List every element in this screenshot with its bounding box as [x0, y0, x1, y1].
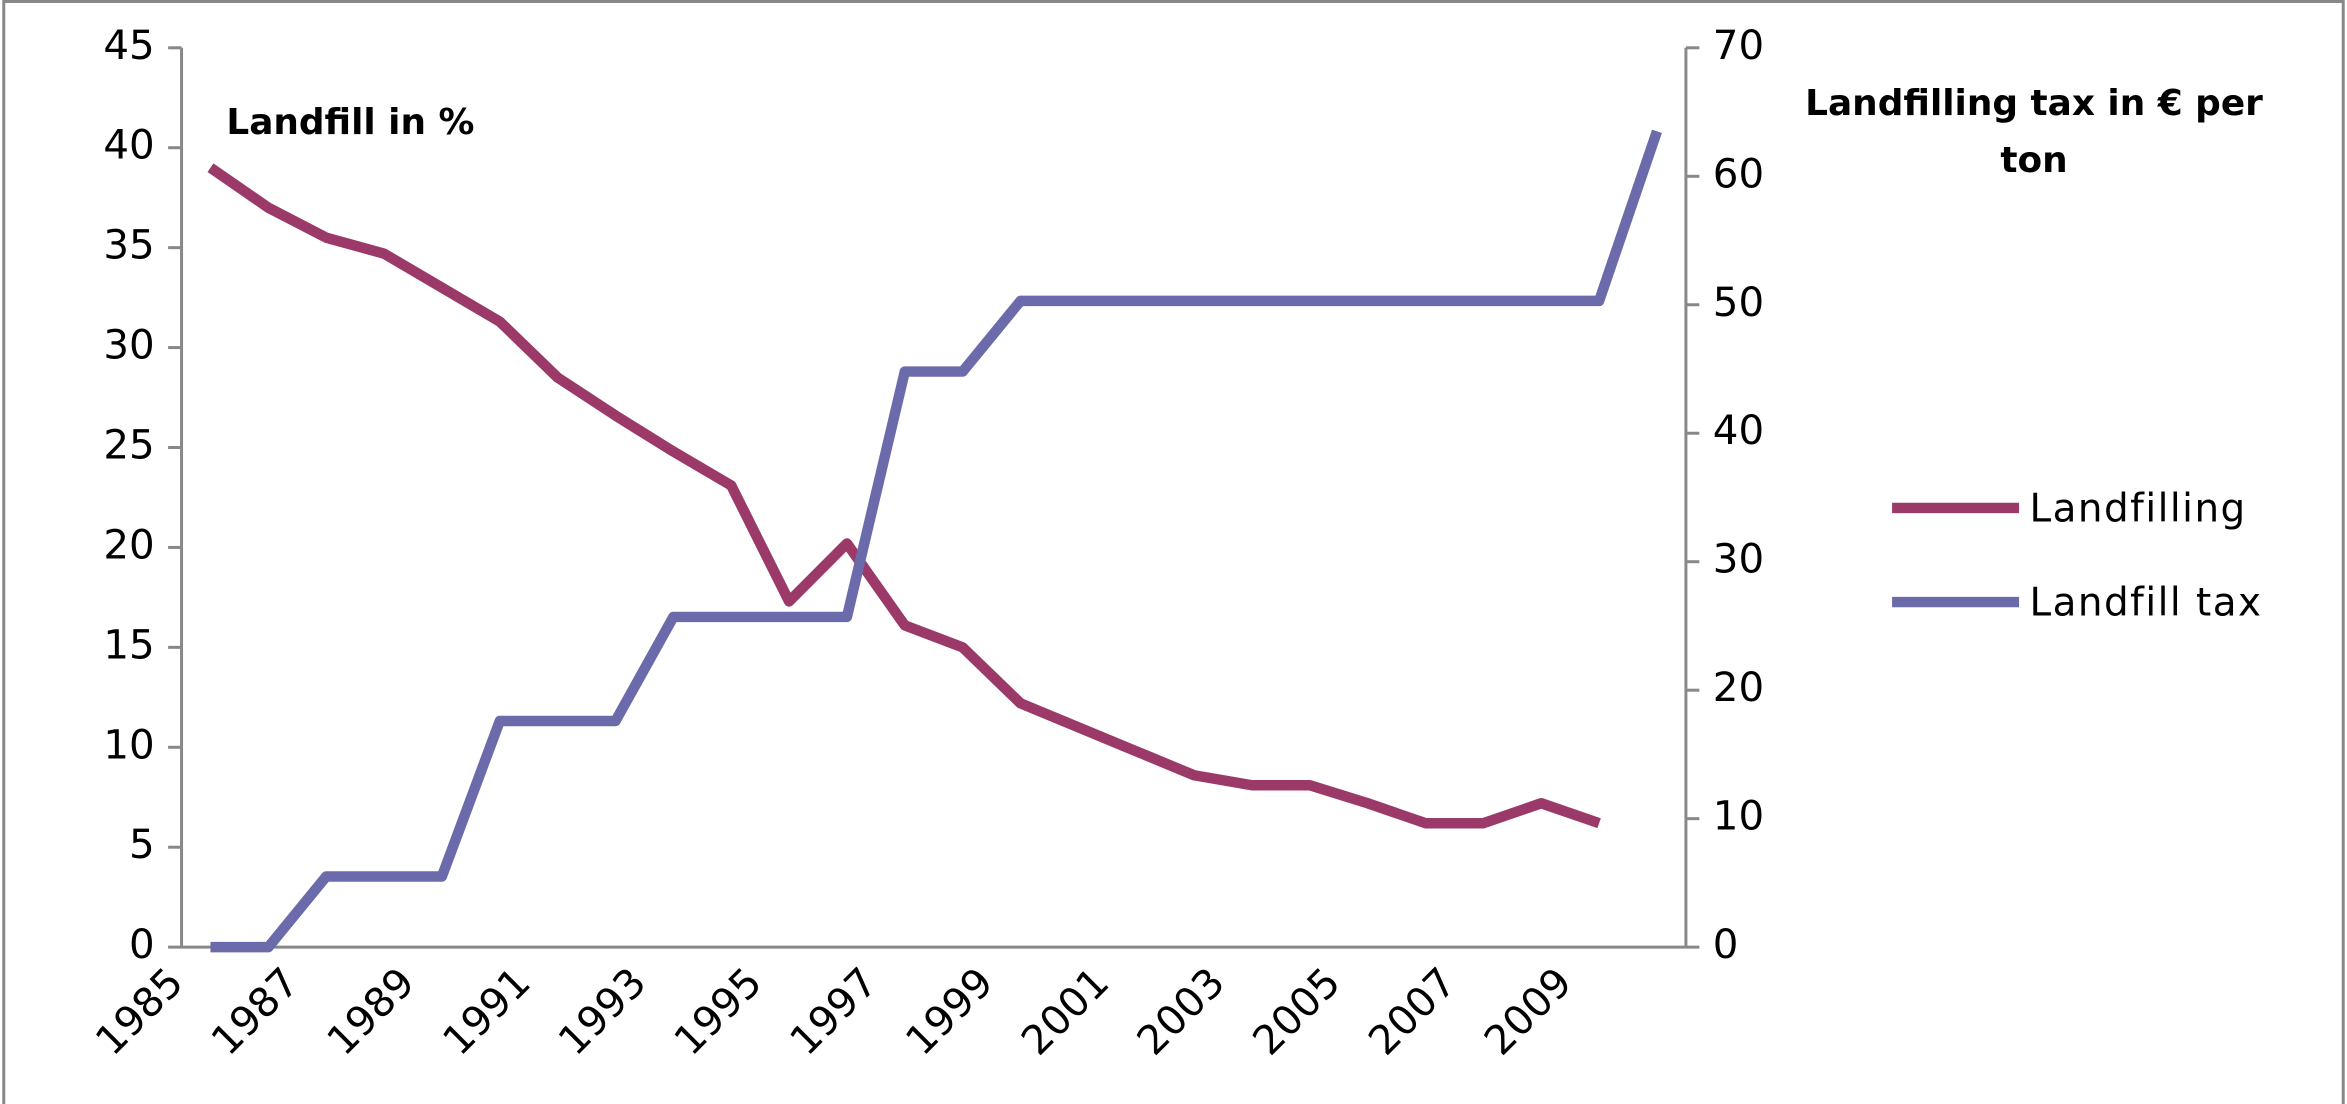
x-tick-label: 1999 [897, 959, 1003, 1065]
left-annotation: Landfill in % [226, 102, 474, 143]
y-tick-label: 20 [103, 521, 154, 568]
y2-tick-label: 50 [1713, 279, 1764, 326]
x-tick-label: 1991 [434, 959, 540, 1065]
legend-label: Landfill tax [2030, 581, 2263, 626]
x-tick-label: 1997 [781, 959, 887, 1065]
x-tick-label: 2005 [1244, 959, 1350, 1065]
y2-tick-label: 20 [1713, 664, 1764, 711]
y-tick-label: 15 [103, 621, 154, 668]
y-tick-label: 40 [103, 122, 154, 169]
x-tick-label: 2001 [1012, 959, 1118, 1065]
y2-tick-label: 30 [1713, 536, 1764, 583]
y2-tick-label: 10 [1713, 793, 1764, 840]
y-tick-label: 0 [129, 921, 155, 968]
x-tick-label: 1989 [318, 959, 424, 1065]
x-tick-label: 2003 [1128, 959, 1234, 1065]
right-annotation: Landfilling tax in € per ton [1805, 82, 2263, 181]
series-line [210, 129, 1662, 953]
x-tick-label: 1987 [202, 959, 308, 1065]
x-tick-label: 1985 [87, 959, 193, 1065]
legend-label: Landfilling [2030, 486, 2247, 531]
y2-tick-label: 40 [1713, 407, 1764, 454]
y2-tick-label: 60 [1713, 150, 1764, 197]
right-annotation-box: Landfilling tax in € per ton [1805, 82, 2263, 181]
x-tick-label: 2009 [1475, 959, 1581, 1065]
y-tick-label: 45 [103, 22, 154, 69]
y-tick-label: 25 [103, 422, 154, 469]
x-tick-label: 2007 [1360, 959, 1466, 1065]
y-tick-label: 5 [129, 821, 155, 868]
y2-tick-label: 0 [1713, 921, 1739, 968]
y-tick-label: 10 [103, 721, 154, 768]
y-tick-label: 35 [103, 222, 154, 269]
x-tick-label: 1995 [665, 959, 771, 1065]
y-tick-label: 30 [103, 322, 154, 369]
x-tick-label: 1993 [550, 959, 656, 1065]
series-line [207, 163, 1601, 829]
y2-tick-label: 70 [1713, 22, 1764, 69]
